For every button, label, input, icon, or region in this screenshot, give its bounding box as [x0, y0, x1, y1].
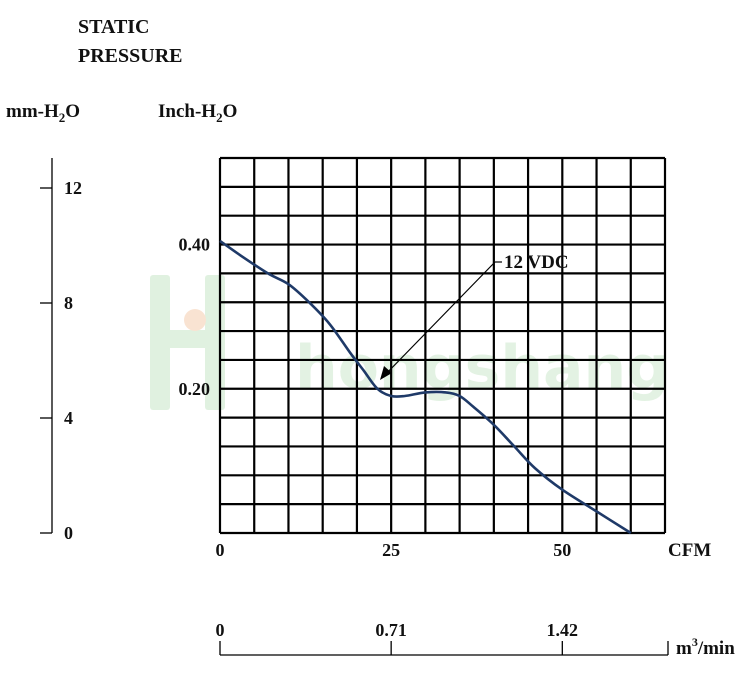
- chart-grid: [218, 156, 667, 535]
- title-line-2: PRESSURE: [78, 45, 182, 67]
- cfm-tick-label: 25: [382, 540, 400, 560]
- cfm-tick-label: 50: [553, 540, 571, 560]
- inch-axis-title: Inch-H2O: [158, 101, 237, 125]
- series-12vdc-line: [219, 239, 632, 535]
- m3-tick-label: 0.71: [375, 620, 407, 640]
- m3-axis-ticks: 0 0.71 1.42: [216, 620, 669, 655]
- curve-annotation-leader: [381, 261, 496, 379]
- m3-axis-label: m3/min: [676, 635, 735, 659]
- series-label-12vdc: 12 VDC: [504, 252, 569, 273]
- mm-axis-title: mm-H2O: [6, 101, 80, 125]
- mm-tick-label: 8: [64, 293, 73, 313]
- inch-tick-label: 0.20: [179, 379, 211, 399]
- cfm-axis-ticks: 0 25 50: [216, 540, 572, 560]
- mm-axis-ticks: 0 4 8 12: [40, 178, 82, 543]
- cfm-axis-label: CFM: [668, 540, 711, 561]
- m3-tick-label: 0: [216, 620, 225, 640]
- m3-tick-label: 1.42: [547, 620, 579, 640]
- svg-text:hongshang: hongshang: [295, 333, 669, 403]
- title-line-1: STATIC: [78, 16, 150, 38]
- cfm-tick-label: 0: [216, 540, 225, 560]
- inch-tick-label: 0.40: [179, 235, 211, 255]
- mm-tick-label: 0: [64, 523, 73, 543]
- curve-annotation-arrowhead: [380, 366, 392, 380]
- mm-tick-label: 12: [64, 178, 82, 198]
- inch-axis-ticks: 0.20 0.40: [179, 235, 211, 399]
- mm-tick-label: 4: [64, 408, 73, 428]
